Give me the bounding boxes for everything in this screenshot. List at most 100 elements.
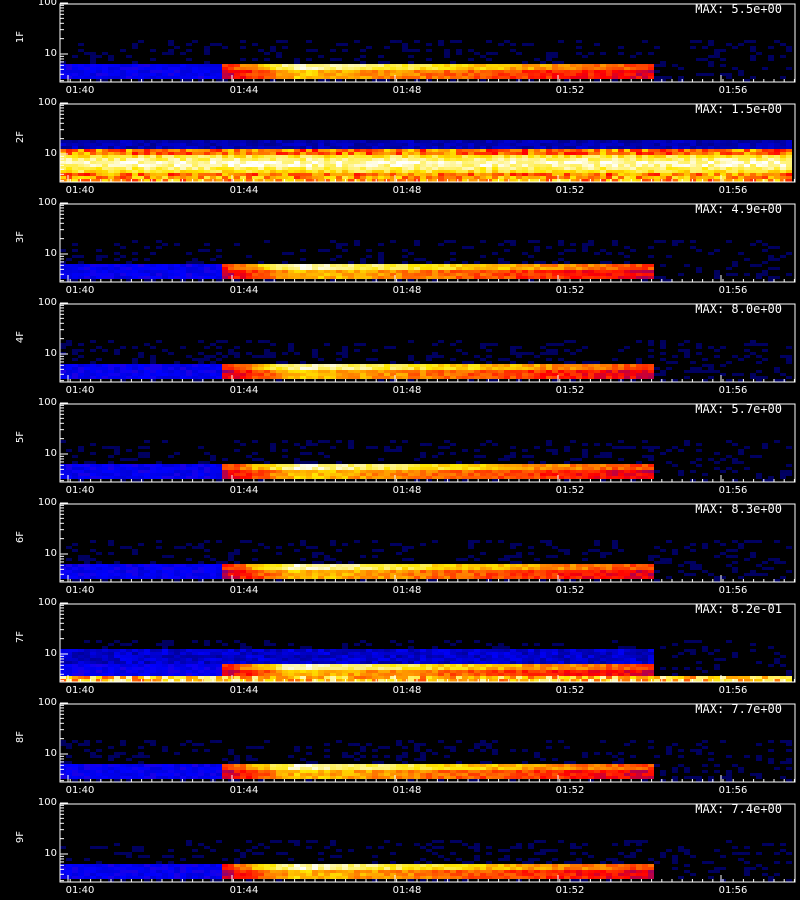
heat-cell	[426, 70, 432, 73]
heat-cell	[534, 276, 540, 279]
heat-cell	[360, 161, 366, 164]
heat-cell	[114, 270, 120, 273]
heat-cell	[384, 370, 390, 373]
heat-cell	[222, 267, 228, 270]
heat-cell	[732, 264, 738, 267]
heat-cell	[606, 261, 612, 264]
heat-cell	[234, 70, 240, 73]
heat-cell	[576, 170, 582, 173]
heat-cell	[450, 367, 456, 370]
heat-cell	[576, 167, 582, 170]
heat-cell	[204, 46, 210, 49]
heat-cell	[570, 473, 576, 476]
x-tick-label: 01:48	[392, 185, 422, 196]
heat-cell	[204, 364, 210, 367]
heat-cell	[300, 164, 306, 167]
heat-cell	[132, 458, 138, 461]
heat-cell	[366, 76, 372, 79]
heat-cell	[312, 76, 318, 79]
heat-cell	[384, 446, 390, 449]
heat-cell	[258, 149, 264, 152]
heat-cell	[642, 464, 648, 467]
heat-cell	[246, 176, 252, 179]
heat-cell	[120, 458, 126, 461]
heat-cell	[180, 52, 186, 55]
heat-cell	[468, 367, 474, 370]
heat-cell	[228, 158, 234, 161]
heat-cell	[552, 464, 558, 467]
heat-cell	[258, 473, 264, 476]
heat-cell	[708, 376, 714, 379]
heat-cell	[102, 73, 108, 76]
heat-cell	[486, 179, 492, 182]
heat-cell	[186, 58, 192, 61]
heat-cell	[396, 146, 402, 149]
heat-cell	[324, 70, 330, 73]
heat-cell	[648, 170, 654, 173]
heat-cell	[750, 243, 756, 246]
heat-cell	[78, 273, 84, 276]
heat-cell	[486, 167, 492, 170]
heat-cell	[414, 146, 420, 149]
heat-cell	[564, 173, 570, 176]
heat-cell	[306, 273, 312, 276]
heat-cell	[162, 158, 168, 161]
heat-cell	[300, 64, 306, 67]
heat-cell	[756, 355, 762, 358]
heat-cell	[192, 379, 198, 382]
heat-cell	[198, 379, 204, 382]
heat-cell	[114, 149, 120, 152]
heat-cell	[678, 146, 684, 149]
heat-cell	[96, 158, 102, 161]
heat-cell	[192, 267, 198, 270]
heat-cell	[630, 155, 636, 158]
heat-cell	[354, 64, 360, 67]
heat-cell	[114, 164, 120, 167]
heat-cell	[492, 64, 498, 67]
heat-cell	[570, 155, 576, 158]
heat-cell	[270, 146, 276, 149]
heat-cell	[174, 173, 180, 176]
heat-cell	[414, 240, 420, 243]
heat-cell	[354, 58, 360, 61]
heat-cell	[216, 249, 222, 252]
heat-cell	[378, 370, 384, 373]
heat-cell	[780, 158, 786, 161]
heat-cell	[246, 376, 252, 379]
heat-cell	[216, 352, 222, 355]
heat-cell	[786, 170, 792, 173]
heat-cell	[408, 376, 414, 379]
heat-cell	[588, 176, 594, 179]
heat-cell	[60, 470, 66, 473]
heat-cell	[150, 373, 156, 376]
heat-cell	[72, 170, 78, 173]
heat-cell	[624, 261, 630, 264]
heat-cell	[384, 376, 390, 379]
heat-cell	[330, 373, 336, 376]
heat-cell	[738, 167, 744, 170]
heat-cell	[114, 170, 120, 173]
heat-cell	[570, 367, 576, 370]
heat-cell	[648, 446, 654, 449]
heat-cell	[210, 70, 216, 73]
heat-cell	[552, 470, 558, 473]
heat-cell	[708, 173, 714, 176]
heat-cell	[372, 158, 378, 161]
heat-cell	[450, 240, 456, 243]
heat-cell	[402, 249, 408, 252]
heat-cell	[216, 179, 222, 182]
heat-cell	[366, 155, 372, 158]
heat-cell	[150, 355, 156, 358]
heat-cell	[642, 179, 648, 182]
heat-cell	[558, 473, 564, 476]
heat-cell	[708, 252, 714, 255]
heat-cell	[540, 473, 546, 476]
heat-cell	[204, 176, 210, 179]
heat-cell	[282, 361, 288, 364]
heat-cell	[684, 179, 690, 182]
heat-cell	[108, 370, 114, 373]
heat-cell	[384, 276, 390, 279]
heat-cell	[210, 455, 216, 458]
heat-cell	[312, 152, 318, 155]
heat-cell	[414, 376, 420, 379]
